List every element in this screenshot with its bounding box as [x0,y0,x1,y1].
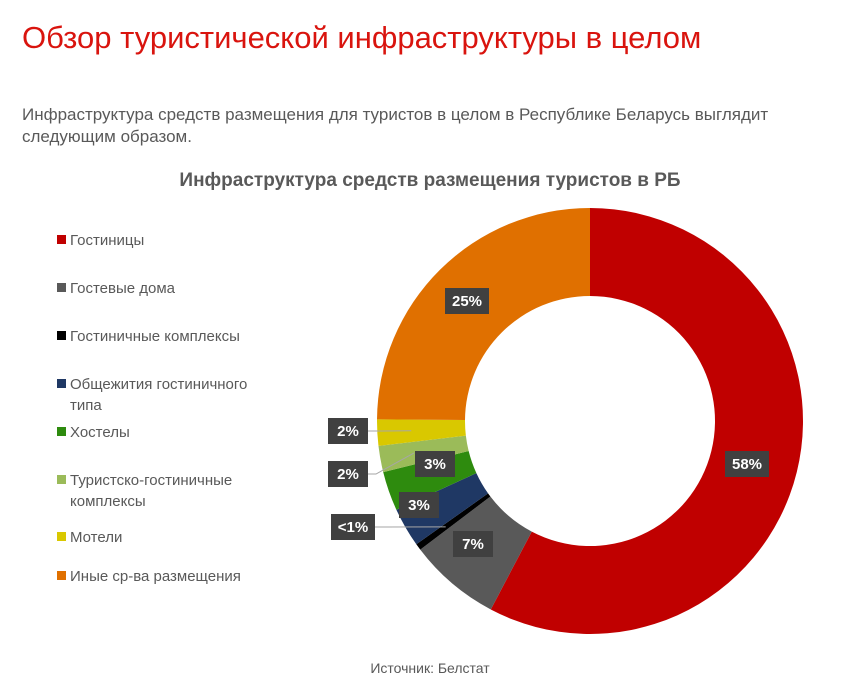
legend-item: Гостиницы [57,230,270,251]
legend-swatch [57,532,66,541]
data-label-box [453,531,493,557]
legend-item: Гостевые дома [57,278,270,299]
legend-swatch [57,235,66,244]
chart-title: Инфраструктура средств размещения турист… [179,170,681,191]
donut-slice [377,208,590,421]
intro-text: Инфраструктура средств размещения для ту… [22,105,769,146]
data-label-box [725,451,769,477]
data-label: 3% [424,456,446,473]
legend-swatch [57,475,66,484]
data-label-box [328,461,368,487]
legend-swatch [57,331,66,340]
legend-label: Гостиничные комплексы [70,328,240,345]
data-label-box [415,451,455,477]
legend-item: Туристско-гостиничные комплексы [57,470,270,512]
legend-item: Гостиничные комплексы [57,326,270,347]
legend-swatch [57,571,66,580]
donut-slice [377,419,466,446]
legend-item: Иные ср-ва размещения [57,566,270,587]
leader-line [368,452,415,475]
legend-swatch [57,283,66,292]
legend-label: Хостелы [70,424,130,441]
data-label: 2% [337,423,359,440]
legend-item: Хостелы [57,422,270,443]
data-label-box [399,492,439,518]
data-label: 58% [732,456,762,473]
legend-label: Мотели [70,529,123,546]
data-label: 3% [408,497,430,514]
data-label-box [328,418,368,444]
legend-label: Гостевые дома [70,280,176,297]
legend-label: Туристско-гостиничные комплексы [70,472,233,510]
legend-label: Общежития гостиничного типа [70,376,248,414]
legend-item: Мотели [57,527,270,548]
data-label: 7% [462,536,484,553]
data-label: 2% [337,466,359,483]
legend-item: Общежития гостиничного типа [57,374,270,416]
legend-label: Гостиницы [70,232,145,249]
source-note: Источник: Белстат [370,660,490,676]
data-label-box [445,288,489,314]
legend-swatch [57,427,66,436]
donut-slice [416,493,491,550]
legend-swatch [57,379,66,388]
donut-slice [490,208,803,634]
data-label: <1% [338,519,368,536]
data-label: 25% [452,293,482,310]
legend-label: Иные ср-ва размещения [70,568,241,585]
page-title: Обзор туристической инфраструктуры в цел… [22,20,702,55]
data-label-box [331,514,375,540]
